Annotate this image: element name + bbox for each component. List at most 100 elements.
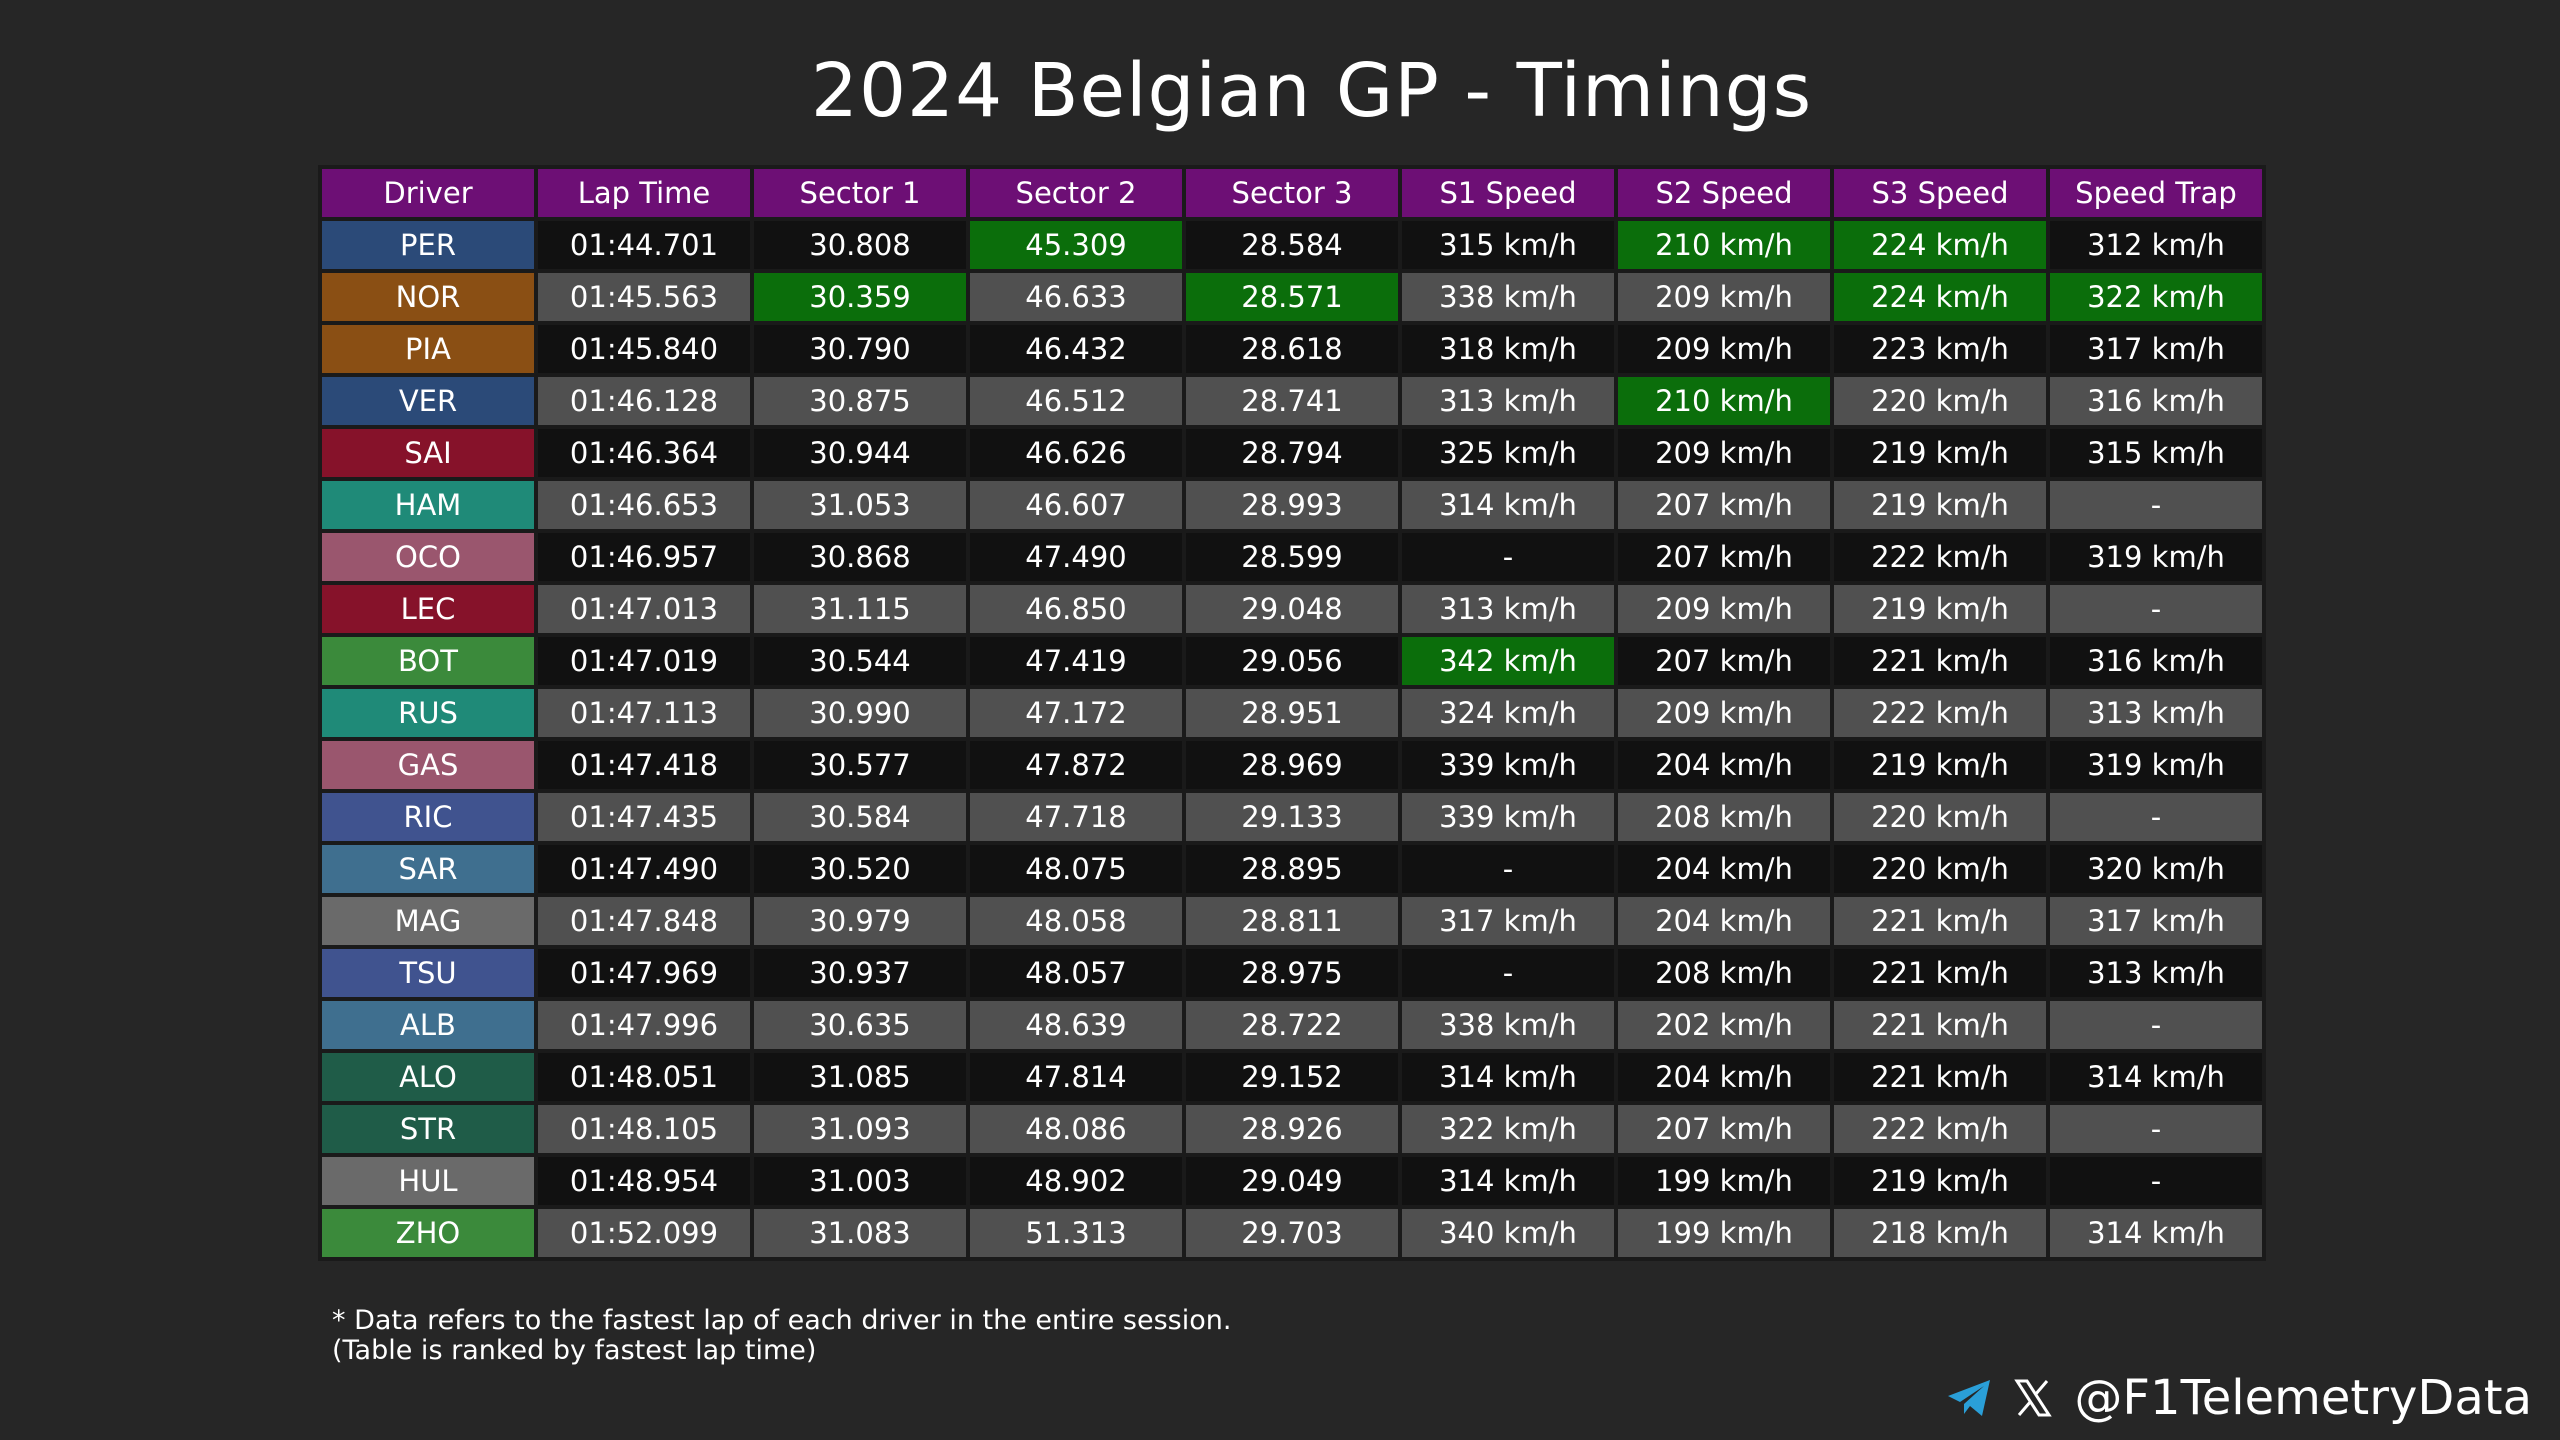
table-row: ZHO 01:52.099 31.083 51.313 29.703 340 km/h 19… [322,1209,2262,1257]
lap-time-cell: 01:47.013 [538,585,750,633]
speed-trap-cell: 322 km/h [2050,273,2262,321]
driver-cell: PIA [322,325,534,373]
s3-speed-cell: 221 km/h [1834,949,2046,997]
sector-3-cell: 28.599 [1186,533,1398,581]
s1-speed-cell: 317 km/h [1402,897,1614,945]
column-header-sector-2: Sector 2 [970,169,1182,217]
table-row: RUS 01:47.113 30.990 47.172 28.951 324 km/h 20… [322,689,2262,737]
lap-time-cell: 01:44.701 [538,221,750,269]
s3-speed-cell: 220 km/h [1834,793,2046,841]
s3-speed-cell: 218 km/h [1834,1209,2046,1257]
s1-speed-cell: 314 km/h [1402,1157,1614,1205]
sector-2-cell: 45.309 [970,221,1182,269]
lap-time-cell: 01:47.418 [538,741,750,789]
driver-cell: ALB [322,1001,534,1049]
lap-time-cell: 01:47.848 [538,897,750,945]
s1-speed-cell: 315 km/h [1402,221,1614,269]
speed-trap-cell: 319 km/h [2050,533,2262,581]
s3-speed-cell: 222 km/h [1834,1105,2046,1153]
sector-2-cell: 47.419 [970,637,1182,685]
sector-2-cell: 46.626 [970,429,1182,477]
table-row: ALO 01:48.051 31.085 47.814 29.152 314 km/h 20… [322,1053,2262,1101]
telegram-icon [1946,1378,1992,1418]
sector-3-cell: 29.133 [1186,793,1398,841]
s3-speed-cell: 219 km/h [1834,481,2046,529]
table-row: RIC 01:47.435 30.584 47.718 29.133 339 km/h 20… [322,793,2262,841]
s3-speed-cell: 221 km/h [1834,1001,2046,1049]
s2-speed-cell: 204 km/h [1618,741,1830,789]
s3-speed-cell: 222 km/h [1834,533,2046,581]
s2-speed-cell: 204 km/h [1618,1053,1830,1101]
sector-1-cell: 31.003 [754,1157,966,1205]
speed-trap-cell: 312 km/h [2050,221,2262,269]
sector-3-cell: 28.926 [1186,1105,1398,1153]
s1-speed-cell: 340 km/h [1402,1209,1614,1257]
s3-speed-cell: 224 km/h [1834,273,2046,321]
sector-1-cell: 30.990 [754,689,966,737]
sector-1-cell: 30.808 [754,221,966,269]
sector-2-cell: 46.432 [970,325,1182,373]
sector-1-cell: 31.093 [754,1105,966,1153]
sector-1-cell: 30.544 [754,637,966,685]
s3-speed-cell: 219 km/h [1834,429,2046,477]
s1-speed-cell: 314 km/h [1402,481,1614,529]
s3-speed-cell: 220 km/h [1834,377,2046,425]
footnote-line-1: * Data refers to the fastest lap of each… [332,1305,1232,1336]
speed-trap-cell: - [2050,1157,2262,1205]
lap-time-cell: 01:47.019 [538,637,750,685]
sector-3-cell: 28.794 [1186,429,1398,477]
timings-table: Driver Lap Time Sector 1 Sector 2 Sector… [318,165,2266,1261]
speed-trap-cell: 317 km/h [2050,897,2262,945]
s3-speed-cell: 221 km/h [1834,897,2046,945]
s2-speed-cell: 209 km/h [1618,585,1830,633]
sector-1-cell: 31.053 [754,481,966,529]
sector-1-cell: 30.359 [754,273,966,321]
s2-speed-cell: 208 km/h [1618,793,1830,841]
sector-1-cell: 31.083 [754,1209,966,1257]
page-title: 2024 Belgian GP - Timings [810,48,1813,134]
sector-3-cell: 28.951 [1186,689,1398,737]
driver-cell: OCO [322,533,534,581]
driver-cell: HUL [322,1157,534,1205]
driver-cell: RIC [322,793,534,841]
lap-time-cell: 01:48.954 [538,1157,750,1205]
table-row: OCO 01:46.957 30.868 47.490 28.599-207 km/h 2… [322,533,2262,581]
speed-trap-cell: 317 km/h [2050,325,2262,373]
lap-time-cell: 01:47.490 [538,845,750,893]
driver-cell: MAG [322,897,534,945]
sector-3-cell: 28.969 [1186,741,1398,789]
lap-time-cell: 01:45.563 [538,273,750,321]
table-row: BOT 01:47.019 30.544 47.419 29.056 342 km/h 20… [322,637,2262,685]
sector-2-cell: 48.902 [970,1157,1182,1205]
sector-1-cell: 30.944 [754,429,966,477]
sector-3-cell: 29.048 [1186,585,1398,633]
s2-speed-cell: 207 km/h [1618,481,1830,529]
sector-1-cell: 31.085 [754,1053,966,1101]
s1-speed-cell: 314 km/h [1402,1053,1614,1101]
driver-cell: HAM [322,481,534,529]
lap-time-cell: 01:45.840 [538,325,750,373]
sector-3-cell: 28.993 [1186,481,1398,529]
sector-2-cell: 47.490 [970,533,1182,581]
speed-trap-cell: 314 km/h [2050,1209,2262,1257]
s3-speed-cell: 221 km/h [1834,1053,2046,1101]
table-row: SAI 01:46.364 30.944 46.626 28.794 325 km/h 20… [322,429,2262,477]
sector-1-cell: 30.577 [754,741,966,789]
speed-trap-cell: 320 km/h [2050,845,2262,893]
driver-cell: RUS [322,689,534,737]
s2-speed-cell: 207 km/h [1618,637,1830,685]
sector-1-cell: 30.868 [754,533,966,581]
s2-speed-cell: 199 km/h [1618,1157,1830,1205]
sector-3-cell: 29.049 [1186,1157,1398,1205]
sector-2-cell: 48.058 [970,897,1182,945]
s2-speed-cell: 209 km/h [1618,689,1830,737]
sector-2-cell: 46.850 [970,585,1182,633]
social-handle: @F1TelemetryData [1946,1370,2532,1426]
speed-trap-cell: 314 km/h [2050,1053,2262,1101]
s2-speed-cell: 210 km/h [1618,221,1830,269]
sector-2-cell: 46.512 [970,377,1182,425]
s1-speed-cell: - [1402,949,1614,997]
s1-speed-cell: 313 km/h [1402,377,1614,425]
sector-1-cell: 30.584 [754,793,966,841]
sector-1-cell: 30.520 [754,845,966,893]
